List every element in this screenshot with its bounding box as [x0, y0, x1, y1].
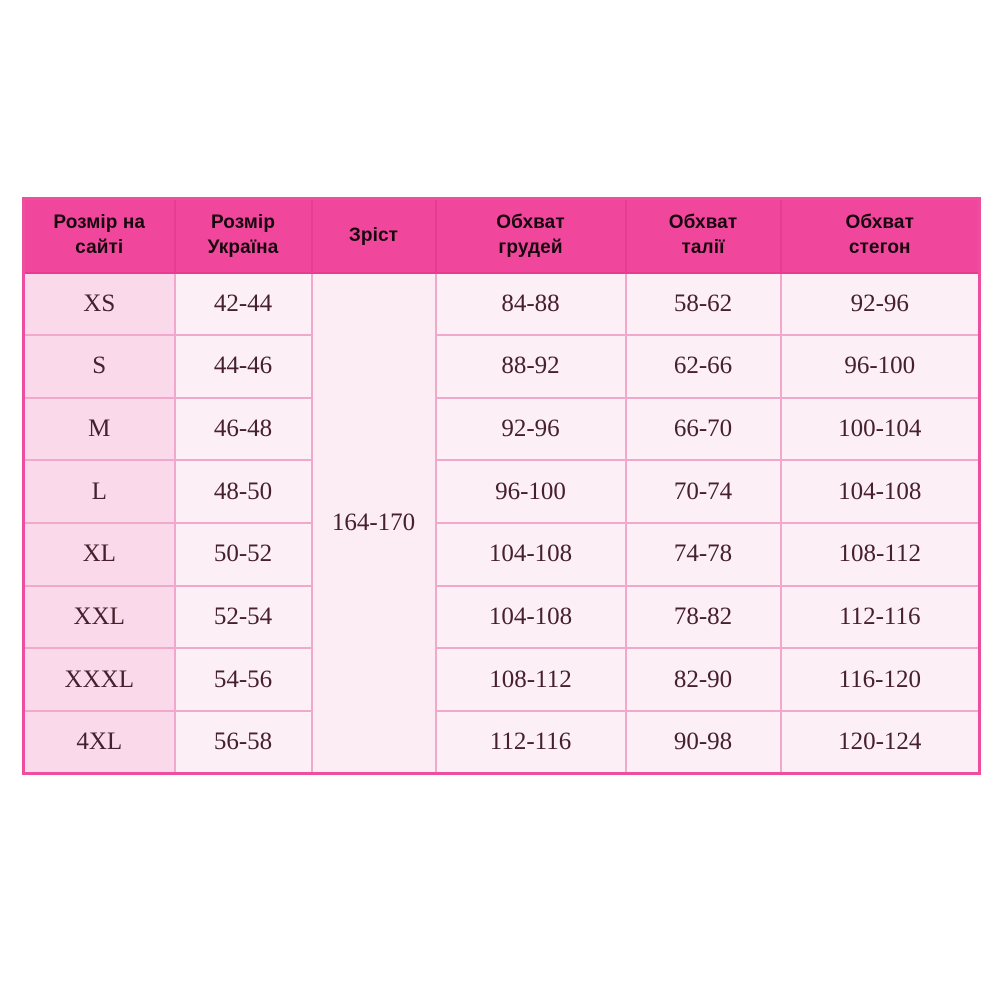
cell-waist: 90-98	[625, 710, 782, 774]
column-header-ua-size-line1: Розмір	[210, 212, 276, 234]
table-row: XL 50-52 104-108 74-78 108-112	[23, 523, 980, 587]
cell-waist: 58-62	[625, 272, 782, 337]
cell-ua-size: 44-46	[174, 335, 313, 399]
column-header-chest-line2: грудей	[498, 236, 563, 258]
cell-chest: 92-96	[435, 397, 627, 462]
table-row: M 46-48 92-96 66-70 100-104	[23, 397, 980, 462]
cell-hips: 108-112	[780, 523, 980, 587]
column-header-height-line1: Зріст	[348, 224, 399, 246]
cell-chest: 96-100	[435, 460, 627, 524]
table-row: 4XL 56-58 112-116 90-98 120-124	[23, 710, 980, 774]
column-header-hips-line2: стегон	[848, 236, 911, 258]
column-header-chest: Обхват грудей	[435, 198, 627, 274]
table-row: S 44-46 88-92 62-66 96-100	[23, 335, 980, 399]
column-header-ua-size-line2: Україна	[207, 236, 279, 258]
cell-ua-size: 42-44	[174, 272, 313, 337]
cell-ua-size: 52-54	[174, 585, 313, 650]
cell-ua-size: 56-58	[174, 710, 313, 774]
column-header-hips: Обхват стегон	[780, 198, 980, 274]
cell-chest: 108-112	[435, 648, 627, 712]
cell-site-size: XXL	[23, 585, 176, 650]
table-header: Розмір на сайті Розмір Україна Зріст Обх…	[23, 198, 980, 274]
column-header-ua-size: Розмір Україна	[174, 198, 313, 274]
cell-chest: 112-116	[435, 710, 627, 774]
cell-hips: 112-116	[780, 585, 980, 650]
table-row: XXXL 54-56 108-112 82-90 116-120	[23, 648, 980, 712]
cell-site-size: L	[23, 460, 176, 524]
cell-waist: 82-90	[625, 648, 782, 712]
cell-site-size: XS	[23, 272, 176, 337]
cell-hips: 100-104	[780, 397, 980, 462]
column-header-waist-line1: Обхват	[668, 212, 738, 234]
table-body: XS 42-44 164-170 84-88 58-62 92-96 S 44-…	[23, 272, 980, 774]
cell-waist: 70-74	[625, 460, 782, 524]
cell-hips: 92-96	[780, 272, 980, 337]
cell-chest: 88-92	[435, 335, 627, 399]
cell-chest: 104-108	[435, 585, 627, 650]
size-chart-container: Розмір на сайті Розмір Україна Зріст Обх…	[22, 197, 981, 775]
cell-hips: 116-120	[780, 648, 980, 712]
cell-chest: 84-88	[435, 272, 627, 337]
cell-hips: 96-100	[780, 335, 980, 399]
cell-waist: 62-66	[625, 335, 782, 399]
column-header-chest-line1: Обхват	[496, 212, 565, 234]
header-row: Розмір на сайті Розмір Україна Зріст Обх…	[23, 198, 980, 274]
size-chart-table: Розмір на сайті Розмір Україна Зріст Обх…	[22, 197, 981, 775]
column-header-hips-line1: Обхват	[845, 212, 914, 234]
cell-waist: 78-82	[625, 585, 782, 650]
column-header-height: Зріст	[311, 198, 437, 274]
cell-waist: 66-70	[625, 397, 782, 462]
table-row: L 48-50 96-100 70-74 104-108	[23, 460, 980, 524]
column-header-site-size-line2: сайті	[75, 236, 124, 258]
cell-ua-size: 54-56	[174, 648, 313, 712]
cell-ua-size: 46-48	[174, 397, 313, 462]
column-header-waist: Обхват талії	[625, 198, 782, 274]
cell-site-size: XXXL	[23, 648, 176, 712]
table-row: XXL 52-54 104-108 78-82 112-116	[23, 585, 980, 650]
column-header-waist-line2: талії	[681, 236, 725, 258]
column-header-site-size-line1: Розмір на	[53, 212, 146, 234]
cell-waist: 74-78	[625, 523, 782, 587]
cell-chest: 104-108	[435, 523, 627, 587]
cell-hips: 104-108	[780, 460, 980, 524]
cell-site-size: 4XL	[23, 710, 176, 774]
cell-site-size: S	[23, 335, 176, 399]
cell-ua-size: 50-52	[174, 523, 313, 587]
table-row: XS 42-44 164-170 84-88 58-62 92-96	[23, 272, 980, 774]
cell-site-size: XL	[23, 523, 176, 587]
cell-ua-size: 48-50	[174, 460, 313, 524]
column-header-site-size: Розмір на сайті	[23, 198, 176, 274]
cell-height-merged: 164-170	[311, 272, 437, 774]
cell-hips: 120-124	[780, 710, 980, 774]
cell-site-size: M	[23, 397, 176, 462]
